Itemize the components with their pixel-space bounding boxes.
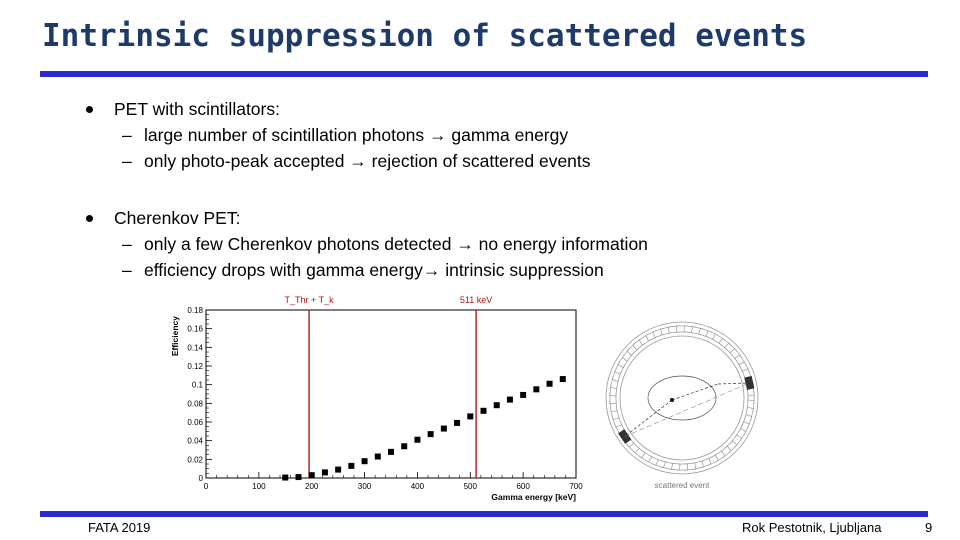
gamma-track [624,399,673,437]
data-point [401,443,408,450]
data-point [388,448,394,455]
data-point [374,453,381,460]
sub-bullet-text: only a few Cherenkov photons detected → … [144,234,648,254]
data-point [308,472,315,479]
bullet-dot-icon [86,215,93,222]
x-axis-label: Gamma energy [keV] [491,492,576,502]
data-point [493,402,500,409]
dash-marker: – [122,125,132,145]
x-tick-label: 700 [569,482,583,491]
line-of-response [624,382,750,437]
data-point [361,458,368,465]
bullet-text: Cherenkov PET: [114,208,241,228]
bullet-text: PET with scintillators: [114,99,280,119]
reference-line-label: 511 keV [460,295,492,305]
x-tick-label: 0 [204,482,209,491]
data-point [427,431,434,438]
data-point [480,407,487,414]
sub-bullet-text: only photo-peak accepted → rejection of … [144,151,591,171]
sub-bullet-text: efficiency drops with gamma energy→ intr… [144,260,604,280]
y-axis-label: Efficiency [170,316,180,356]
data-point [454,419,461,426]
data-point [348,462,355,469]
sub-bullet-item: – only a few Cherenkov photons detected … [86,231,648,257]
diagram-caption: scattered event [655,481,710,490]
sub-bullet-item: – efficiency drops with gamma energy→ in… [86,257,648,283]
y-tick-label: 0.16 [187,325,203,334]
x-tick-label: 200 [305,482,319,491]
y-tick-label: 0 [199,474,204,483]
slide-title: Intrinsic suppression of scattered event… [42,18,808,54]
x-tick-label: 300 [358,482,372,491]
dash-marker: – [122,260,132,280]
scattered-event-diagram: scattered event [605,321,759,490]
gamma-track [671,383,719,401]
x-tick-label: 600 [516,482,530,491]
data-point [321,469,328,476]
y-tick-label: 0.12 [187,362,203,371]
y-tick-label: 0.02 [187,455,203,464]
sub-bullet-text: large number of scintillation photons → … [144,125,569,145]
dash-marker: – [122,234,132,254]
y-tick-label: 0.04 [187,437,203,446]
x-tick-label: 500 [464,482,478,491]
data-point [335,466,342,473]
title-underline [40,71,928,77]
data-point [533,386,540,393]
footer-rule [40,511,928,517]
y-tick-label: 0.06 [187,418,203,427]
efficiency-chart: 0 100 200 300 400 500 600 700 0 0.02 0.04 0.06 0.08 0… [170,295,583,502]
data-point [467,413,474,420]
y-tick-label: 0.18 [187,306,203,315]
x-tick-label: 100 [252,482,266,491]
ring-inner [619,335,745,461]
y-tick-label: 0.08 [187,399,203,408]
data-point [506,396,513,403]
bullet-item: PET with scintillators: [86,96,648,122]
sub-bullet-item: – large number of scintillation photons … [86,122,648,148]
page-number: 9 [925,520,933,535]
phantom-outline [647,375,717,421]
bullet-list: PET with scintillators: – large number o… [86,96,648,283]
ring-outer [605,321,759,475]
bullet-item: Cherenkov PET: [86,205,648,231]
data-point [295,474,302,481]
data-point [440,425,447,432]
footer-author: Rok Pestotnik, Ljubljana [742,520,882,535]
x-tick-label: 400 [411,482,425,491]
data-point [282,474,289,481]
y-tick-label: 0.1 [192,381,204,390]
scattered-track [717,382,750,385]
data-point [414,436,421,443]
data-point [546,380,553,387]
bullet-dot-icon [86,106,93,113]
footer-conference: FATA 2019 [88,520,151,535]
reference-line-label: T_Thr + T_k [285,295,335,305]
data-point [520,391,527,398]
data-point [559,376,566,383]
sub-bullet-item: – only photo-peak accepted → rejection o… [86,148,648,174]
dash-marker: – [122,151,132,171]
y-tick-label: 0.14 [187,343,203,352]
